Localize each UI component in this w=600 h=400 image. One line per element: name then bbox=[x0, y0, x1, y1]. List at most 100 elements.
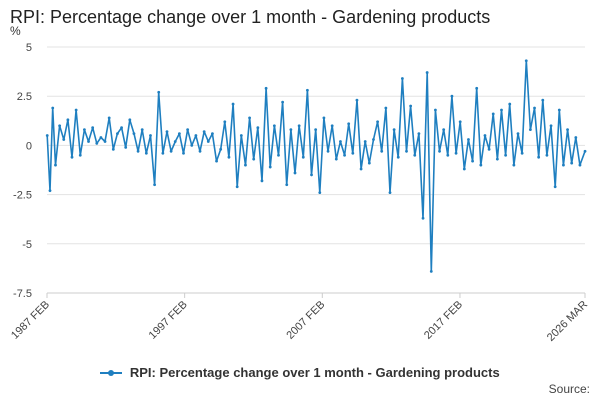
data-point bbox=[219, 147, 223, 151]
data-point bbox=[462, 167, 466, 171]
data-point bbox=[48, 189, 52, 193]
data-point bbox=[376, 120, 379, 124]
data-point bbox=[70, 155, 74, 159]
data-point bbox=[446, 153, 450, 157]
data-point bbox=[347, 122, 351, 126]
data-point bbox=[578, 163, 582, 167]
data-point bbox=[124, 145, 128, 149]
legend-label: RPI: Percentage change over 1 month - Ga… bbox=[129, 365, 500, 380]
data-point bbox=[91, 126, 95, 130]
data-point bbox=[252, 157, 256, 161]
data-point bbox=[528, 128, 532, 132]
data-point bbox=[396, 155, 400, 159]
data-point bbox=[268, 165, 272, 169]
data-point bbox=[95, 142, 99, 145]
data-point bbox=[51, 106, 55, 110]
data-point bbox=[516, 132, 520, 135]
legend-line-marker bbox=[100, 369, 123, 376]
data-point bbox=[153, 183, 157, 187]
data-point bbox=[244, 163, 247, 167]
data-point bbox=[400, 77, 404, 80]
data-point bbox=[297, 124, 301, 128]
data-point bbox=[524, 59, 528, 63]
data-point bbox=[438, 149, 441, 153]
data-point bbox=[549, 124, 553, 128]
data-point bbox=[281, 100, 285, 104]
data-point bbox=[149, 134, 152, 137]
data-point bbox=[227, 155, 231, 159]
data-point bbox=[500, 108, 503, 112]
data-point bbox=[322, 116, 326, 120]
data-point bbox=[566, 128, 569, 132]
data-point bbox=[417, 132, 421, 135]
data-point bbox=[562, 163, 565, 167]
y-tick-label: -7.5 bbox=[13, 288, 32, 300]
data-point bbox=[367, 161, 371, 165]
data-point bbox=[434, 108, 437, 112]
x-tick-label: 1997 FEB bbox=[147, 299, 190, 342]
data-point bbox=[310, 173, 313, 177]
y-axis-label: % bbox=[10, 24, 21, 38]
data-point bbox=[293, 171, 297, 175]
data-point bbox=[136, 149, 140, 153]
data-point bbox=[289, 128, 293, 132]
legend[interactable]: RPI: Percentage change over 1 month - Ga… bbox=[0, 365, 600, 380]
data-point bbox=[421, 216, 425, 220]
data-point bbox=[471, 159, 474, 163]
y-tick-label: 2.5 bbox=[17, 91, 32, 103]
data-point bbox=[264, 86, 268, 90]
data-point bbox=[384, 106, 388, 110]
data-point bbox=[198, 149, 202, 153]
data-point bbox=[157, 90, 161, 94]
data-point bbox=[128, 118, 132, 122]
data-point bbox=[169, 149, 173, 153]
data-point bbox=[553, 185, 557, 189]
data-point bbox=[392, 128, 396, 132]
data-point bbox=[512, 163, 516, 167]
data-point bbox=[231, 102, 235, 106]
data-point bbox=[272, 124, 276, 128]
data-point bbox=[277, 153, 280, 157]
data-point bbox=[351, 151, 355, 155]
data-point bbox=[202, 130, 206, 134]
data-point bbox=[99, 136, 103, 139]
source-label[interactable]: Source: bbox=[548, 382, 590, 396]
x-axis: 1987 FEB 1997 FEB 2007 FEB 2017 FEB 2026 MAR bbox=[9, 292, 590, 344]
data-point bbox=[223, 120, 227, 124]
data-point bbox=[355, 98, 359, 102]
data-point bbox=[583, 149, 587, 153]
data-point bbox=[487, 147, 491, 151]
data-point bbox=[405, 149, 408, 153]
data-point bbox=[173, 140, 177, 143]
data-point bbox=[111, 147, 115, 151]
data-point bbox=[334, 157, 338, 161]
data-point bbox=[359, 167, 363, 171]
data-point bbox=[103, 140, 107, 143]
data-point bbox=[314, 128, 318, 132]
data-point bbox=[194, 134, 198, 137]
data-point bbox=[508, 102, 512, 106]
x-tick-label: 2007 FEB bbox=[284, 299, 327, 342]
data-point bbox=[557, 108, 561, 112]
data-point bbox=[87, 140, 90, 143]
data-point bbox=[83, 128, 86, 132]
data-point bbox=[239, 134, 243, 137]
data-point bbox=[363, 140, 367, 143]
data-point bbox=[570, 161, 574, 165]
series-group bbox=[45, 59, 587, 273]
x-tick-label: 1987 FEB bbox=[9, 299, 52, 342]
y-axis: % 5 2.5 0 -2.5 -5 -7.5 bbox=[10, 24, 32, 300]
data-point bbox=[186, 128, 190, 132]
data-point bbox=[454, 151, 458, 155]
gridlines bbox=[47, 46, 585, 294]
data-point bbox=[409, 104, 413, 108]
data-point bbox=[305, 88, 309, 92]
data-point bbox=[45, 134, 49, 137]
data-point bbox=[58, 124, 62, 128]
data-point bbox=[343, 153, 346, 157]
data-point bbox=[116, 132, 119, 135]
data-point bbox=[574, 136, 578, 139]
y-tick-label: -2.5 bbox=[13, 190, 32, 202]
data-point bbox=[318, 191, 322, 195]
data-point bbox=[429, 269, 433, 273]
